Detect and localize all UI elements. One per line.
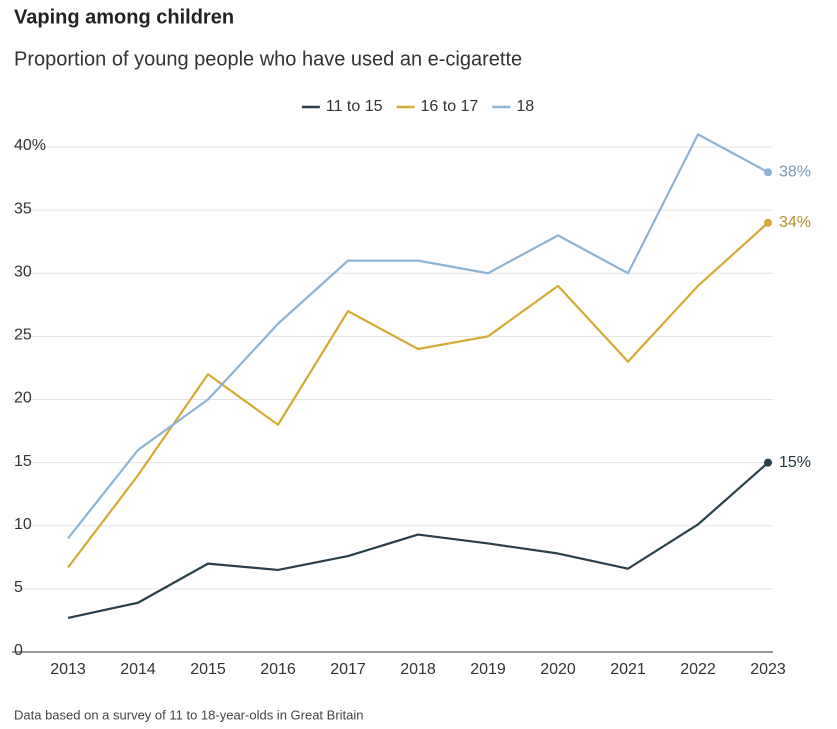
x-tick-label: 2021 [610, 661, 646, 678]
value-label: 15% [779, 454, 811, 471]
value-label: 38% [779, 163, 811, 180]
x-tick-label: 2023 [750, 661, 786, 678]
y-tick-label: 30 [14, 263, 32, 280]
chart-title: Vaping among children [14, 6, 234, 28]
legend-label: 18 [516, 98, 534, 115]
series-line [67, 461, 769, 619]
value-label: 34% [779, 214, 811, 231]
y-tick-label: 25 [14, 327, 32, 344]
x-tick-label: 2019 [470, 661, 506, 678]
x-tick-label: 2013 [50, 661, 86, 678]
legend-label: 11 to 15 [326, 98, 383, 115]
y-tick-label: 35 [14, 200, 32, 217]
end-dot [764, 218, 772, 227]
y-tick-label: 10 [14, 516, 32, 533]
y-tick-label: 0 [14, 642, 23, 659]
y-tick-label: 40% [14, 137, 46, 154]
series-line [67, 221, 769, 569]
end-dot [764, 168, 772, 177]
chart-note: Data based on a survey of 11 to 18-year-… [14, 707, 364, 722]
series-line [67, 133, 769, 540]
legend-label: 16 to 17 [421, 98, 479, 115]
x-tick-label: 2022 [680, 661, 716, 678]
x-tick-label: 2017 [330, 661, 366, 678]
y-tick-label: 5 [14, 579, 23, 596]
y-tick-label: 15 [14, 453, 32, 470]
y-tick-label: 20 [14, 390, 32, 407]
x-tick-label: 2014 [120, 661, 156, 678]
x-tick-label: 2020 [540, 661, 576, 678]
end-dot [764, 458, 772, 467]
x-tick-label: 2015 [190, 661, 226, 678]
x-tick-label: 2016 [260, 661, 296, 678]
x-tick-label: 2018 [400, 661, 436, 678]
chart-subtitle: Proportion of young people who have used… [14, 48, 522, 70]
